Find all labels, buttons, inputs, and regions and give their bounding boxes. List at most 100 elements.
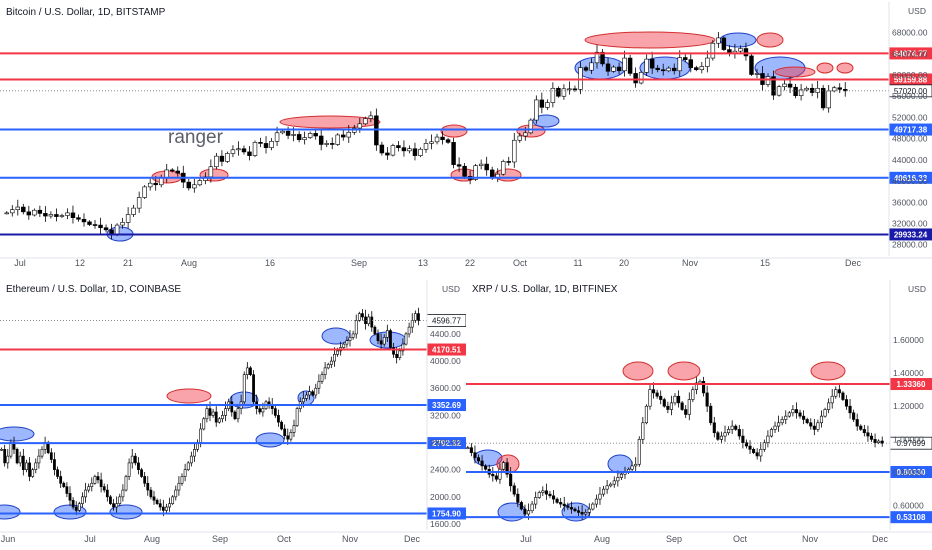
candle bbox=[480, 460, 484, 467]
candle bbox=[96, 476, 100, 481]
candle bbox=[31, 469, 35, 477]
candle bbox=[59, 476, 63, 484]
candle bbox=[392, 347, 395, 355]
candle bbox=[65, 486, 69, 494]
candle bbox=[809, 422, 813, 427]
candle bbox=[859, 425, 863, 430]
level-price-tag bbox=[427, 437, 466, 450]
support-highlight-ellipse bbox=[0, 426, 35, 442]
candle bbox=[630, 465, 634, 470]
candle bbox=[517, 135, 523, 141]
candle bbox=[71, 499, 75, 508]
btc-xtick: 13 bbox=[418, 258, 428, 268]
eth-xtick: Nov bbox=[342, 534, 359, 544]
candle bbox=[376, 333, 380, 342]
candle bbox=[616, 66, 622, 72]
candle bbox=[580, 512, 584, 515]
candle bbox=[161, 506, 165, 511]
candle bbox=[224, 408, 227, 416]
candle bbox=[873, 439, 877, 443]
candle bbox=[133, 455, 137, 464]
candle bbox=[434, 136, 440, 143]
candle bbox=[699, 66, 705, 71]
candle bbox=[537, 492, 541, 498]
candle bbox=[880, 440, 884, 444]
candle bbox=[684, 409, 688, 415]
candle bbox=[418, 148, 423, 156]
btc-ytick: 28000.00 bbox=[892, 240, 928, 250]
candle bbox=[357, 123, 363, 129]
candle bbox=[848, 405, 852, 414]
candle bbox=[70, 212, 76, 218]
candle bbox=[192, 184, 197, 189]
candle bbox=[81, 496, 84, 504]
candle bbox=[680, 402, 684, 410]
candle bbox=[4, 212, 9, 215]
candle bbox=[545, 102, 550, 108]
xrp-highlight-ellipses[interactable] bbox=[473, 361, 846, 522]
btc-chart[interactable]: Bitcoin / U.S. Dollar, 1D, BITSTAMP rang… bbox=[0, 0, 932, 272]
candle bbox=[354, 320, 358, 335]
resistance-highlight-ellipse bbox=[279, 115, 381, 129]
candle bbox=[62, 482, 66, 487]
candle bbox=[666, 67, 671, 72]
candle bbox=[462, 165, 467, 177]
candle bbox=[236, 408, 240, 420]
candle bbox=[183, 469, 187, 477]
candle bbox=[314, 387, 318, 396]
candle bbox=[93, 476, 97, 484]
candle bbox=[634, 463, 638, 467]
level-price-tag bbox=[889, 171, 932, 184]
candle bbox=[741, 435, 745, 443]
eth-ytick: 3200.00 bbox=[430, 410, 461, 420]
candle bbox=[48, 214, 54, 217]
candle bbox=[37, 209, 43, 214]
candle bbox=[506, 161, 511, 163]
candle bbox=[780, 419, 784, 424]
xrp-chart[interactable]: XRP / U.S. Dollar, 1D, BITFINEX 1.33360 0… bbox=[466, 274, 932, 550]
candle bbox=[147, 182, 153, 188]
level-price-tag bbox=[889, 47, 932, 60]
xrp-ytick: 0.60000 bbox=[893, 501, 924, 511]
candle bbox=[705, 57, 710, 67]
candle bbox=[544, 490, 548, 495]
candle bbox=[21, 206, 26, 213]
candle bbox=[124, 476, 128, 491]
eth-levels[interactable]: 4170.51 3352.69 2792.32 1754.90 4596.77 bbox=[0, 314, 466, 520]
btc-ytick: 40000.00 bbox=[892, 176, 928, 186]
eth-chart[interactable]: Ethereum / U.S. Dollar, 1D, COINBASE 417… bbox=[0, 274, 466, 550]
candle bbox=[164, 169, 169, 179]
current-price-label: 4596.77 bbox=[432, 317, 461, 326]
candle bbox=[688, 59, 694, 68]
candle bbox=[0, 449, 3, 451]
candle bbox=[307, 133, 313, 138]
btc-candles bbox=[4, 31, 848, 240]
candle bbox=[655, 392, 659, 397]
candle bbox=[683, 57, 688, 60]
candle bbox=[484, 163, 489, 171]
candle bbox=[612, 480, 616, 485]
candle bbox=[852, 412, 856, 420]
candle bbox=[274, 132, 280, 142]
candle bbox=[809, 87, 815, 93]
candle bbox=[189, 455, 193, 464]
candle bbox=[329, 143, 335, 145]
candle bbox=[659, 395, 663, 400]
candle bbox=[335, 134, 340, 145]
candle bbox=[87, 486, 91, 491]
xrp-ytick: 1.00000 bbox=[893, 434, 924, 444]
xrp-levels[interactable]: 1.33360 0.80330 0.53108 0.97699 bbox=[466, 378, 932, 524]
candle bbox=[252, 374, 255, 403]
candle bbox=[804, 87, 809, 91]
candle bbox=[777, 422, 781, 427]
candle bbox=[622, 57, 627, 72]
btc-ytick: 36000.00 bbox=[892, 197, 928, 207]
level-price-label: 1754.90 bbox=[432, 509, 461, 518]
candle bbox=[633, 73, 638, 84]
candle bbox=[469, 447, 473, 453]
candle bbox=[837, 87, 842, 90]
btc-levels[interactable]: 64074.77 59159.88 49717.38 40616.33 29933.24… bbox=[0, 47, 932, 241]
candle bbox=[236, 148, 241, 151]
candle bbox=[478, 163, 484, 166]
candle bbox=[348, 337, 352, 342]
